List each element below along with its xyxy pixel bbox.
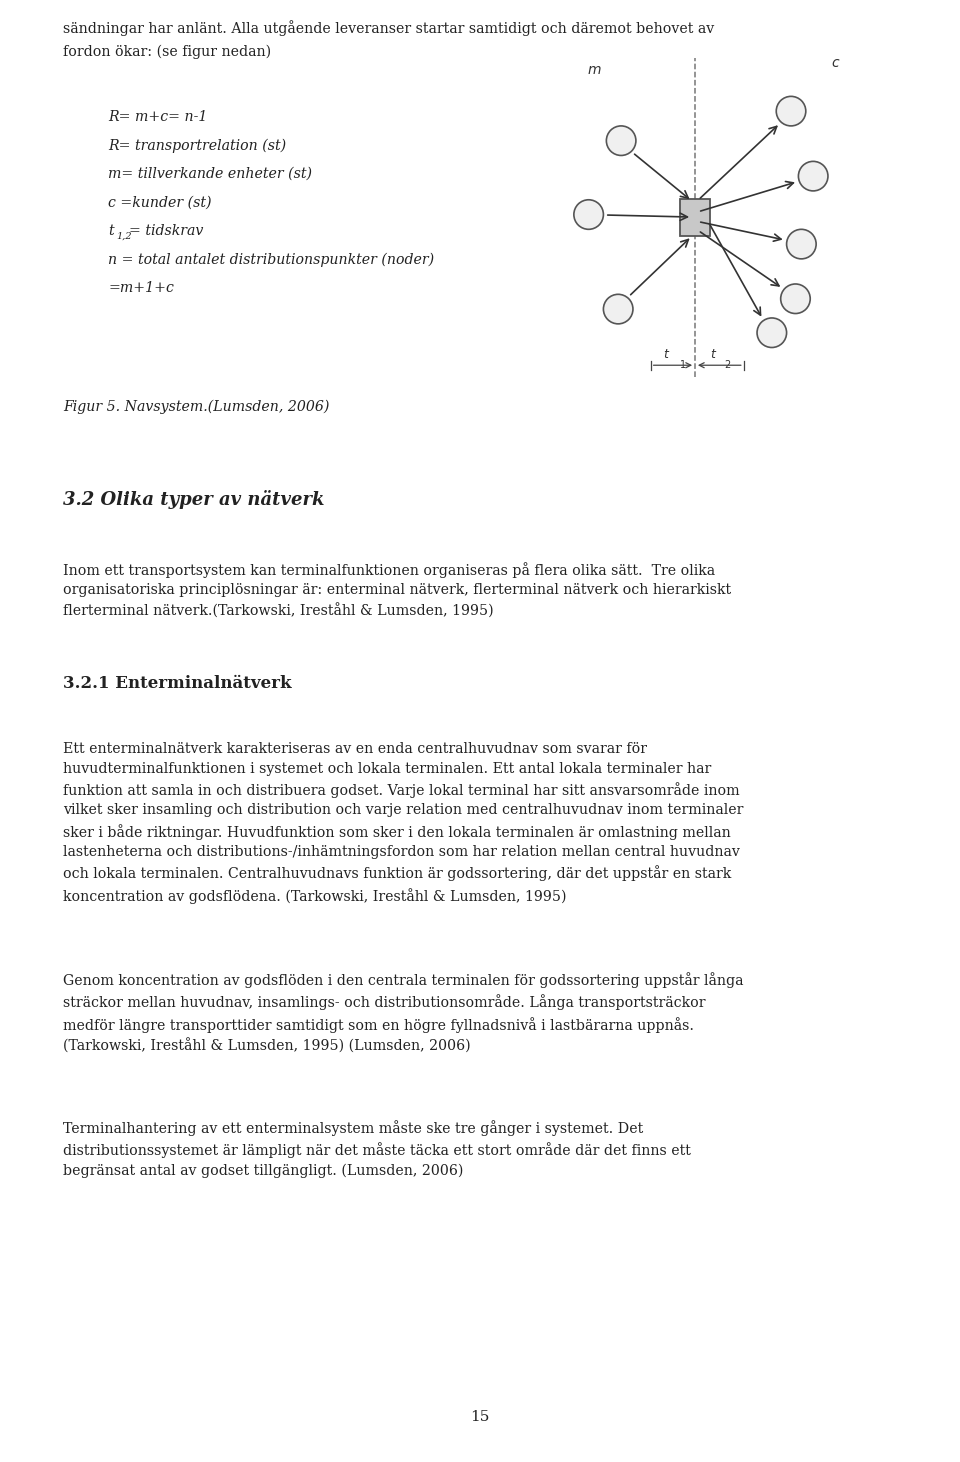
Circle shape bbox=[574, 200, 604, 230]
Text: = tidskrav: = tidskrav bbox=[129, 224, 204, 238]
Text: t: t bbox=[709, 348, 714, 361]
FancyBboxPatch shape bbox=[681, 199, 709, 235]
Text: 2: 2 bbox=[725, 360, 731, 370]
Text: Inom ett transportsystem kan terminalfunktionen organiseras på flera olika sätt.: Inom ett transportsystem kan terminalfun… bbox=[63, 561, 732, 618]
Text: R= transportrelation (st): R= transportrelation (st) bbox=[108, 139, 286, 154]
Text: R= m+c= n-1: R= m+c= n-1 bbox=[108, 110, 207, 124]
Text: 1,2: 1,2 bbox=[116, 231, 132, 241]
Circle shape bbox=[780, 284, 810, 313]
Circle shape bbox=[604, 294, 633, 325]
Text: c: c bbox=[831, 56, 839, 70]
Text: Ett enterminalnätverk karakteriseras av en enda centralhuvudnav som svarar för
h: Ett enterminalnätverk karakteriseras av … bbox=[63, 743, 743, 904]
Text: 15: 15 bbox=[470, 1409, 490, 1424]
Text: sändningar har anlänt. Alla utgående leveranser startar samtidigt och däremot be: sändningar har anlänt. Alla utgående lev… bbox=[63, 20, 714, 37]
Circle shape bbox=[799, 161, 828, 192]
Circle shape bbox=[777, 96, 805, 126]
Circle shape bbox=[757, 317, 786, 348]
Text: c =kunder (st): c =kunder (st) bbox=[108, 196, 211, 209]
Text: 3.2.1 Enterminalnätverk: 3.2.1 Enterminalnätverk bbox=[63, 675, 292, 692]
Text: m= tillverkande enheter (st): m= tillverkande enheter (st) bbox=[108, 167, 312, 181]
Text: Figur 5. Navsystem.(Lumsden, 2006): Figur 5. Navsystem.(Lumsden, 2006) bbox=[63, 401, 329, 414]
Circle shape bbox=[786, 230, 816, 259]
Text: t: t bbox=[663, 348, 668, 361]
Circle shape bbox=[607, 126, 636, 155]
Text: =m+1+c: =m+1+c bbox=[108, 281, 174, 295]
Text: n = total antalet distributionspunkter (noder): n = total antalet distributionspunkter (… bbox=[108, 253, 434, 268]
Text: Genom koncentration av godsflöden i den centrala terminalen för godssortering up: Genom koncentration av godsflöden i den … bbox=[63, 972, 743, 1054]
Text: 1: 1 bbox=[681, 360, 686, 370]
Text: Terminalhantering av ett enterminalsystem måste ske tre gånger i systemet. Det
d: Terminalhantering av ett enterminalsyste… bbox=[63, 1120, 691, 1178]
Text: m: m bbox=[588, 63, 601, 77]
Text: fordon ökar: (se figur nedan): fordon ökar: (se figur nedan) bbox=[63, 45, 271, 60]
Text: 3.2 Olika typer av nätverk: 3.2 Olika typer av nätverk bbox=[63, 490, 324, 509]
Text: t: t bbox=[108, 224, 113, 238]
